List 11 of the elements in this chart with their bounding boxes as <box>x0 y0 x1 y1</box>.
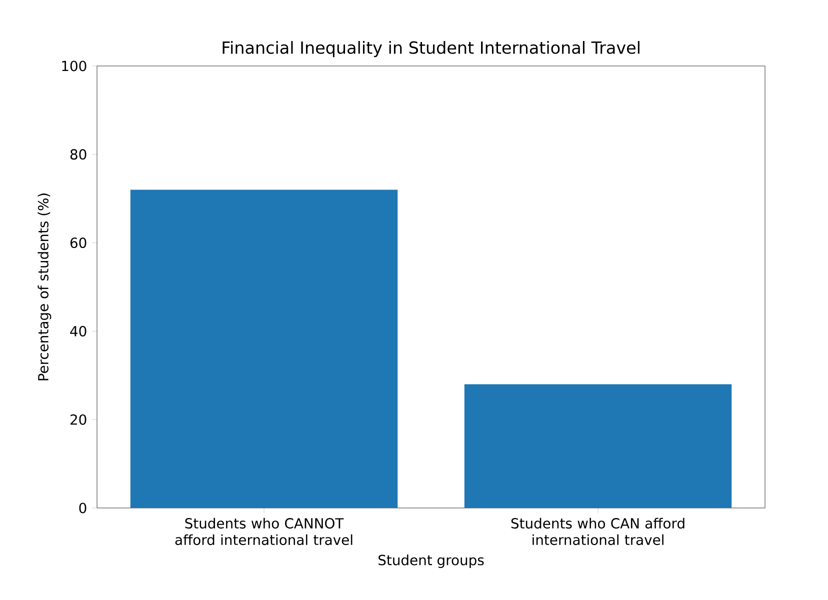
y-tick-label: 80 <box>70 149 86 160</box>
y-tick-label: 0 <box>79 502 86 514</box>
y-tick-label: 60 <box>70 238 86 248</box>
x-axis-title: Student groups <box>378 554 484 568</box>
y-tick-label: 100 <box>62 60 86 72</box>
y-tick-label: 40 <box>70 326 86 336</box>
chart-title: Financial Inequality in Student International Travel <box>222 41 640 58</box>
x-tick-label: Students who CAN afford international travel <box>511 518 684 546</box>
y-tick-label: 20 <box>70 414 86 425</box>
y-axis-title: Percentage of students (%) <box>38 194 52 380</box>
x-tick-label: Students who CANNOT afford international travel <box>175 518 352 546</box>
